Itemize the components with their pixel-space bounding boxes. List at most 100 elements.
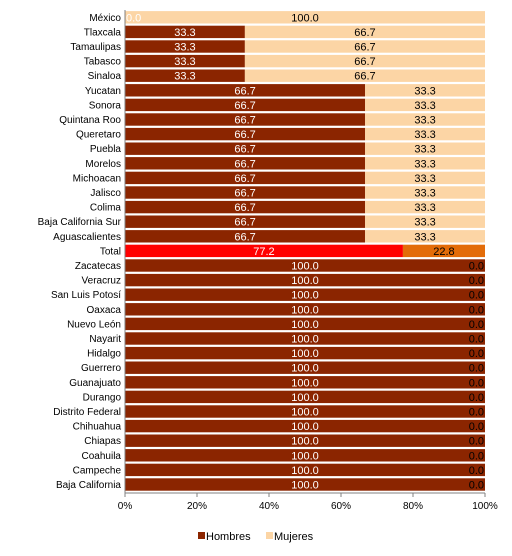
category-label-distrito-federal: Distrito Federal [53, 407, 121, 418]
data-label-hombres-aguascalientes: 66.7 [234, 231, 255, 243]
x-tick-label: 20% [187, 501, 207, 512]
category-label-durango: Durango [83, 392, 122, 403]
bar-mujeres-sonora [365, 98, 485, 112]
category-label-morelos: Morelos [85, 159, 121, 170]
category-label-oaxaca: Oaxaca [87, 305, 122, 316]
data-label-hombres-morelos: 66.7 [234, 158, 255, 170]
legend-swatch-hombres [198, 532, 205, 539]
bar-hombres-guanajuato [125, 376, 485, 389]
data-label-mujeres-zacatecas: 0.0 [469, 261, 484, 273]
data-label-mujeres-veracruz: 0.0 [469, 275, 484, 287]
bar-hombres-zacatecas [125, 259, 485, 272]
data-label-mujeres-campeche: 0.0 [469, 465, 484, 477]
data-label-mujeres-michoacan: 33.3 [414, 173, 435, 185]
data-label-hombres-distrito-federal: 100.0 [291, 407, 319, 419]
bar-mujeres-total [402, 244, 485, 258]
bar-hombres-guerrero [125, 361, 485, 374]
data-label-hombres-puebla: 66.7 [234, 144, 255, 156]
bar-mujeres-jalisco [365, 186, 485, 199]
data-label-hombres-colima: 66.7 [234, 202, 255, 214]
category-label-total: Total [100, 246, 121, 257]
bar-hombres-nayarit [125, 332, 485, 345]
legend-swatch-mujeres [266, 532, 273, 539]
data-label-mujeres-baja-california: 0.0 [469, 480, 484, 492]
data-label-mujeres-quintana-roo: 33.3 [414, 115, 435, 127]
data-label-mujeres-oaxaca: 0.0 [469, 304, 484, 316]
category-label-veracruz: Veracruz [82, 276, 121, 287]
bar-hombres-michoacan [125, 171, 366, 185]
legend-label-mujeres: Mujeres [274, 531, 314, 543]
bar-mujeres-mexico [125, 11, 485, 24]
x-tick-label: 40% [259, 501, 279, 512]
bar-hombres-baja-california-sur [125, 215, 366, 228]
bar-hombres-sonora [125, 98, 366, 112]
bar-hombres-yucatan [125, 84, 366, 97]
data-label-hombres-zacatecas: 100.0 [291, 261, 319, 273]
bar-mujeres-yucatan [365, 84, 485, 97]
bar-mujeres-michoacan [365, 171, 485, 185]
x-tick-label: 60% [331, 501, 351, 512]
data-label-mujeres-mexico: 100.0 [291, 12, 319, 24]
bar-mujeres-sinaloa [244, 69, 485, 82]
data-label-hombres-sonora: 66.7 [234, 100, 255, 112]
data-label-mujeres-guerrero: 0.0 [469, 363, 484, 375]
category-label-queretaro: Queretaro [76, 130, 121, 141]
data-label-hombres-sinaloa: 33.3 [174, 71, 195, 83]
category-label-yucatan: Yucatan [85, 86, 121, 97]
data-label-hombres-oaxaca: 100.0 [291, 304, 319, 316]
category-label-aguascalientes: Aguascalientes [53, 232, 121, 243]
x-tick-label: 100% [472, 501, 498, 512]
data-label-hombres-guanajuato: 100.0 [291, 377, 319, 389]
bar-mujeres-queretaro [365, 127, 485, 141]
bar-hombres-veracruz [125, 273, 485, 287]
bar-hombres-puebla [125, 142, 366, 155]
data-label-mujeres-puebla: 33.3 [414, 144, 435, 156]
data-label-hombres-queretaro: 66.7 [234, 129, 255, 141]
category-labels-layer: México Tlaxcala Tamaulipas Tabasco Sinaloa Yu… [38, 13, 122, 491]
category-label-nuevo-leon: Nuevo León [67, 319, 121, 330]
category-label-michoacan: Michoacan [73, 173, 121, 184]
bar-mujeres-quintana-roo [365, 113, 485, 126]
data-label-mujeres-yucatan: 33.3 [414, 85, 435, 97]
data-label-mujeres-chihuahua: 0.0 [469, 421, 484, 433]
bar-hombres-durango [125, 390, 485, 404]
data-label-mujeres-morelos: 33.3 [414, 158, 435, 170]
bar-mujeres-tlaxcala [244, 25, 485, 39]
bar-hombres-baja-california [125, 478, 485, 491]
data-label-mujeres-san-luis-potosi: 0.0 [469, 290, 484, 302]
data-label-mujeres-durango: 0.0 [469, 392, 484, 404]
bar-hombres-san-luis-potosi [125, 288, 485, 301]
bar-mujeres-morelos [365, 157, 485, 170]
category-label-hidalgo: Hidalgo [87, 349, 121, 360]
bar-mujeres-baja-california-sur [365, 215, 485, 228]
legend: Hombres Mujeres [198, 531, 314, 543]
data-label-mujeres-guanajuato: 0.0 [469, 377, 484, 389]
bar-hombres-jalisco [125, 186, 366, 199]
category-label-colima: Colima [90, 203, 122, 214]
data-label-hombres-nuevo-leon: 100.0 [291, 319, 319, 331]
data-label-hombres-veracruz: 100.0 [291, 275, 319, 287]
data-label-mujeres-sinaloa: 66.7 [354, 71, 375, 83]
category-label-nayarit: Nayarit [89, 334, 121, 345]
bar-mujeres-tamaulipas [244, 40, 485, 53]
bar-hombres-quintana-roo [125, 113, 366, 126]
data-label-hombres-yucatan: 66.7 [234, 85, 255, 97]
category-label-mexico: México [89, 13, 121, 24]
bar-hombres-campeche [125, 463, 485, 477]
data-label-mujeres-colima: 33.3 [414, 202, 435, 214]
bar-mujeres-puebla [365, 142, 485, 155]
data-label-mujeres-jalisco: 33.3 [414, 188, 435, 200]
data-label-mujeres-tabasco: 66.7 [354, 56, 375, 68]
bar-hombres-sinaloa [125, 69, 245, 82]
category-label-guanajuato: Guanajuato [69, 378, 121, 389]
data-labels-layer: 0.0 100.0 33.3 66.7 33.3 66.7 33.3 66.7 33.3 66.7… [126, 12, 484, 491]
data-label-hombres-tlaxcala: 33.3 [174, 27, 195, 39]
data-label-hombres-san-luis-potosi: 100.0 [291, 290, 319, 302]
bar-hombres-coahuila [125, 449, 485, 462]
bar-hombres-distrito-federal [125, 405, 485, 418]
bar-hombres-chiapas [125, 434, 485, 447]
data-label-mujeres-queretaro: 33.3 [414, 129, 435, 141]
data-label-mujeres-distrito-federal: 0.0 [469, 407, 484, 419]
x-tick-label: 80% [403, 501, 423, 512]
